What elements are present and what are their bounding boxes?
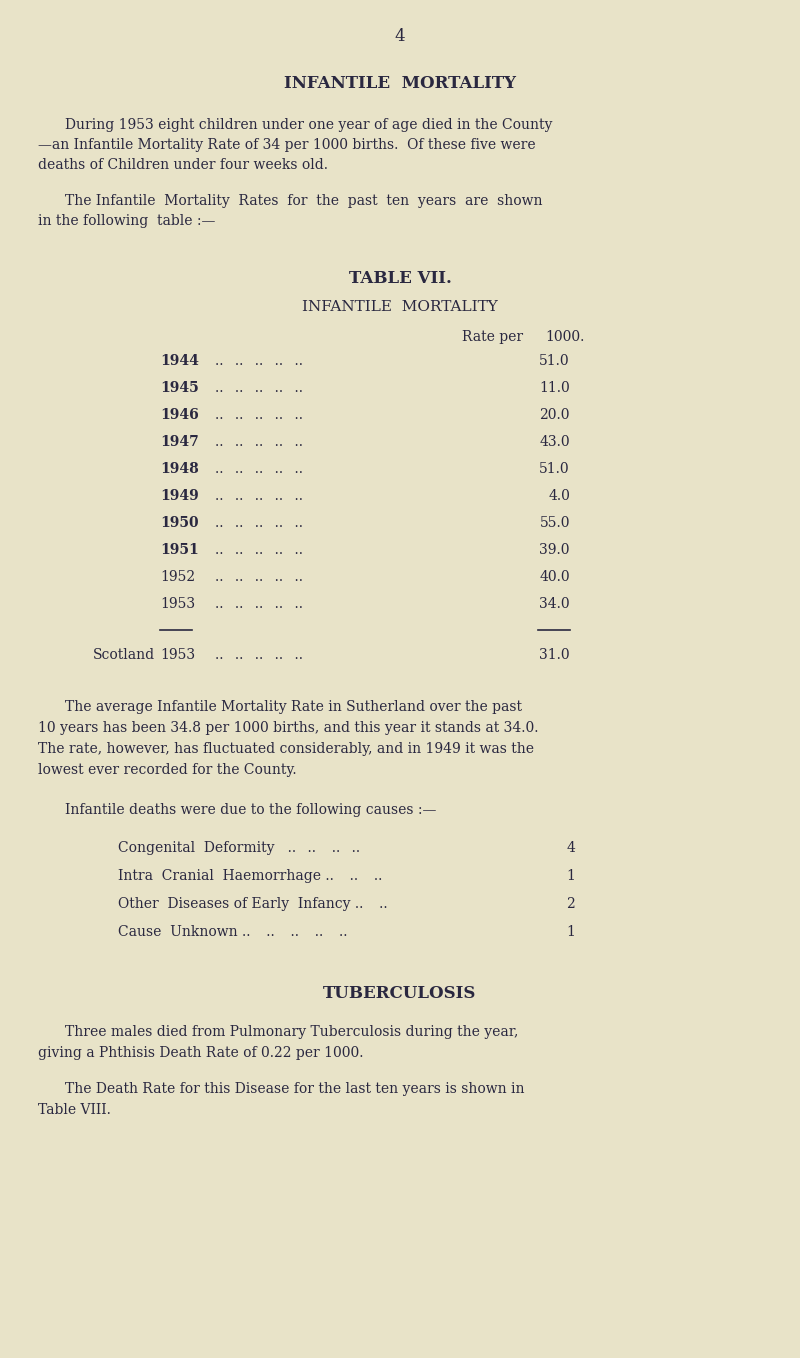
Text: ..  ..  ..  ..  ..: .. .. .. .. .. <box>215 648 303 661</box>
Text: ..  ..  ..  ..  ..: .. .. .. .. .. <box>215 407 303 422</box>
Text: lowest ever recorded for the County.: lowest ever recorded for the County. <box>38 763 297 777</box>
Text: ..  ..  ..  ..  ..: .. .. .. .. .. <box>215 489 303 502</box>
Text: 51.0: 51.0 <box>539 354 570 368</box>
Text: deaths of Children under four weeks old.: deaths of Children under four weeks old. <box>38 158 328 172</box>
Text: 11.0: 11.0 <box>539 382 570 395</box>
Text: 1: 1 <box>566 869 575 883</box>
Text: The rate, however, has fluctuated considerably, and in 1949 it was the: The rate, however, has fluctuated consid… <box>38 741 534 756</box>
Text: 1000.: 1000. <box>545 330 584 344</box>
Text: 34.0: 34.0 <box>539 598 570 611</box>
Text: INFANTILE  MORTALITY: INFANTILE MORTALITY <box>302 300 498 314</box>
Text: 31.0: 31.0 <box>539 648 570 661</box>
Text: 1952: 1952 <box>160 570 195 584</box>
Text: During 1953 eight children under one year of age died in the County: During 1953 eight children under one yea… <box>65 118 552 132</box>
Text: 1946: 1946 <box>160 407 198 422</box>
Text: Congenital  Deformity   ..  ..   ..  ..: Congenital Deformity .. .. .. .. <box>118 841 360 856</box>
Text: 1953: 1953 <box>160 598 195 611</box>
Text: The average Infantile Mortality Rate in Sutherland over the past: The average Infantile Mortality Rate in … <box>65 699 522 714</box>
Text: 1950: 1950 <box>160 516 198 530</box>
Text: ..  ..  ..  ..  ..: .. .. .. .. .. <box>215 516 303 530</box>
Text: ..  ..  ..  ..  ..: .. .. .. .. .. <box>215 598 303 611</box>
Text: 1949: 1949 <box>160 489 198 502</box>
Text: 4.0: 4.0 <box>548 489 570 502</box>
Text: 2: 2 <box>566 898 575 911</box>
Text: 40.0: 40.0 <box>539 570 570 584</box>
Text: The Death Rate for this Disease for the last ten years is shown in: The Death Rate for this Disease for the … <box>65 1082 525 1096</box>
Text: TABLE VII.: TABLE VII. <box>349 270 451 287</box>
Text: Cause  Unknown ..   ..   ..   ..   ..: Cause Unknown .. .. .. .. .. <box>118 925 347 938</box>
Text: giving a Phthisis Death Rate of 0.22 per 1000.: giving a Phthisis Death Rate of 0.22 per… <box>38 1046 363 1061</box>
Text: 1948: 1948 <box>160 462 198 477</box>
Text: 1944: 1944 <box>160 354 199 368</box>
Text: 1947: 1947 <box>160 435 198 449</box>
Text: —an Infantile Mortality Rate of 34 per 1000 births.  Of these five were: —an Infantile Mortality Rate of 34 per 1… <box>38 139 536 152</box>
Text: 10 years has been 34.8 per 1000 births, and this year it stands at 34.0.: 10 years has been 34.8 per 1000 births, … <box>38 721 538 735</box>
Text: Rate per: Rate per <box>462 330 523 344</box>
Text: ..  ..  ..  ..  ..: .. .. .. .. .. <box>215 354 303 368</box>
Text: in the following  table :—: in the following table :— <box>38 215 215 228</box>
Text: 43.0: 43.0 <box>539 435 570 449</box>
Text: 1953: 1953 <box>160 648 195 661</box>
Text: Infantile deaths were due to the following causes :—: Infantile deaths were due to the followi… <box>65 803 436 818</box>
Text: ..  ..  ..  ..  ..: .. .. .. .. .. <box>215 570 303 584</box>
Text: ..  ..  ..  ..  ..: .. .. .. .. .. <box>215 543 303 557</box>
Text: ..  ..  ..  ..  ..: .. .. .. .. .. <box>215 382 303 395</box>
Text: 4: 4 <box>566 841 575 856</box>
Text: 1951: 1951 <box>160 543 198 557</box>
Text: INFANTILE  MORTALITY: INFANTILE MORTALITY <box>284 75 516 92</box>
Text: Intra  Cranial  Haemorrhage ..   ..   ..: Intra Cranial Haemorrhage .. .. .. <box>118 869 382 883</box>
Text: Other  Diseases of Early  Infancy ..   ..: Other Diseases of Early Infancy .. .. <box>118 898 388 911</box>
Text: ..  ..  ..  ..  ..: .. .. .. .. .. <box>215 462 303 477</box>
Text: 39.0: 39.0 <box>539 543 570 557</box>
Text: 4: 4 <box>394 29 406 45</box>
Text: TUBERCULOSIS: TUBERCULOSIS <box>323 985 477 1002</box>
Text: 51.0: 51.0 <box>539 462 570 477</box>
Text: 1945: 1945 <box>160 382 198 395</box>
Text: Three males died from Pulmonary Tuberculosis during the year,: Three males died from Pulmonary Tubercul… <box>65 1025 518 1039</box>
Text: The Infantile  Mortality  Rates  for  the  past  ten  years  are  shown: The Infantile Mortality Rates for the pa… <box>65 194 542 208</box>
Text: 55.0: 55.0 <box>539 516 570 530</box>
Text: Table VIII.: Table VIII. <box>38 1103 111 1118</box>
Text: Scotland: Scotland <box>93 648 155 661</box>
Text: 1: 1 <box>566 925 575 938</box>
Text: ..  ..  ..  ..  ..: .. .. .. .. .. <box>215 435 303 449</box>
Text: 20.0: 20.0 <box>539 407 570 422</box>
